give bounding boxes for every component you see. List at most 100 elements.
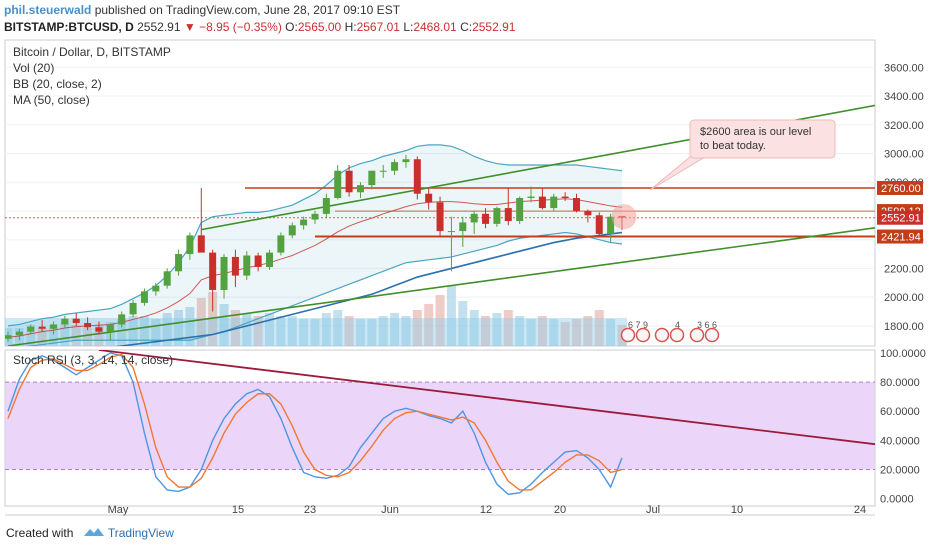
event-badge-count: 6 7 9 [628,320,648,330]
footer: Created with TradingView [6,526,174,540]
volume-bar [560,322,570,346]
candle [538,187,546,210]
candle [527,186,535,203]
candle [84,317,92,331]
candle [322,193,330,219]
open-label: O: [285,20,298,34]
candle-body [493,208,501,224]
volume-bar [253,316,263,346]
event-badge-icon [654,327,670,343]
author-name[interactable]: phil.steuerwald [4,3,92,17]
volume-bar [492,313,502,346]
time-tick-label: Jul [646,504,660,516]
candle-body [266,252,274,267]
event-badge-count: 4 [675,320,680,330]
volume-bar [242,313,252,346]
candle [345,164,353,197]
candle [277,232,285,256]
volume-bar [606,319,616,346]
symbol-name: BITSTAMP:BTCUSD, D [4,20,134,34]
candle [231,249,239,288]
event-badge-icon [689,327,705,343]
candle-body [84,323,92,328]
volume-bar [458,301,468,346]
volume-bar [37,328,47,346]
candle [379,164,387,178]
candle [197,187,205,253]
volume-bar [390,313,400,346]
candle-body [538,196,546,209]
candle [129,300,137,318]
volume-bar [537,316,547,346]
candle-body [356,185,364,193]
time-tick-label: 10 [731,504,743,516]
candle-body [379,170,387,172]
volume-bar [378,316,388,346]
candle-body [322,198,330,214]
tradingview-brand[interactable]: TradingView [107,526,174,540]
candle [15,328,23,341]
volume-bar [60,322,70,346]
rsi-tick-label: 80.0000 [880,377,920,389]
symbol-bar: BITSTAMP:BTCUSD, D 2552.91 ▼ −8.95 (−0.3… [4,20,515,34]
rsi-legend: Stoch RSI (3, 3, 14, 14, close) [13,353,173,367]
volume-bar [94,325,104,346]
candle [391,159,399,176]
candle [493,206,501,227]
candle-body [129,302,137,315]
price-tick-label: 3000.00 [884,148,924,160]
candle [61,315,69,328]
candle [550,193,558,211]
change-arrow-icon: ▼ [183,20,196,34]
volume-bar [401,316,411,346]
volume-bar [174,310,184,346]
candle-body [197,235,205,253]
candle-body [5,335,12,339]
callout-text-line1: $2600 area is our level [700,126,811,138]
volume-bar [151,319,161,346]
candle [595,212,603,237]
candle [72,312,80,326]
price-tick-label: 3400.00 [884,91,924,103]
open-value: 2565.00 [297,20,342,34]
candle [5,331,12,342]
price-tick-label: 2000.00 [884,292,924,304]
candle-body [607,216,615,234]
candle-body [447,231,455,233]
volume-bar [162,313,172,346]
volume-bar [196,298,206,346]
price-tag: 2760.00 [877,180,923,195]
candle-body [391,162,399,171]
time-tick-label: 24 [854,504,866,516]
candle [254,252,262,272]
candle-body [470,213,478,223]
candle [425,187,433,210]
volume-bar [572,319,581,346]
volume-bar [265,313,275,346]
stoch-rsi-d-line [7,353,623,491]
volume-bar [424,304,434,346]
rsi-tick-label: 0.0000 [880,494,914,506]
main-plot-area [5,66,875,346]
candle [356,182,364,199]
candle-body [140,291,148,303]
volume-bar [287,316,297,346]
candle [49,321,57,335]
event-badge-icon [620,327,636,343]
rsi-tick-label: 20.0000 [880,465,920,477]
candle [152,282,160,296]
price-tag-bg [877,210,923,225]
candle-body [300,219,308,226]
candle [311,210,319,224]
volume-bar [48,325,58,346]
candle-body [209,252,217,290]
volume-bar [367,319,377,346]
candle [470,210,478,234]
price-tag: 2421.94 [877,229,923,244]
candle [573,193,580,213]
event-badge-count: 3 6 6 [697,320,717,330]
candle-body [231,256,239,276]
volume-bar [469,310,479,346]
price-tick-label: 3200.00 [884,120,924,132]
